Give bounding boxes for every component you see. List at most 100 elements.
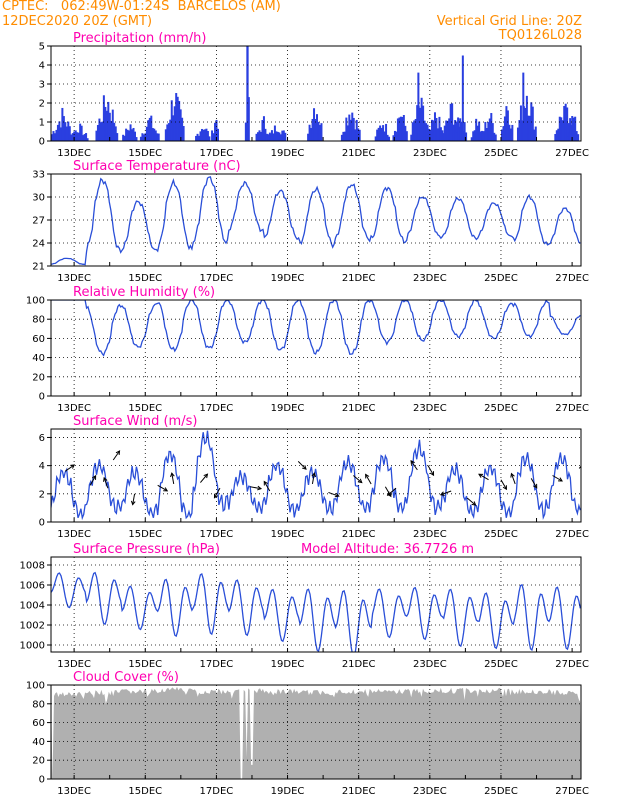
precip-bar xyxy=(278,132,281,141)
precip-bar xyxy=(454,132,457,141)
precip-bar xyxy=(393,130,396,141)
precip-bar xyxy=(139,136,142,141)
x-tick-label: 15DEC xyxy=(128,659,162,670)
precip-bar xyxy=(55,129,58,141)
precip-bar xyxy=(345,117,348,141)
wind-arrow xyxy=(311,472,317,485)
surface-temperature-grid xyxy=(51,174,581,266)
y-tick-label: 20 xyxy=(32,756,45,767)
precip-bar xyxy=(199,131,202,141)
x-tick-label: 13DEC xyxy=(57,148,91,159)
precip-bar xyxy=(151,127,154,141)
y-tick-label: 1 xyxy=(39,118,45,129)
precip-bar xyxy=(491,123,494,141)
x-tick-label: 21DEC xyxy=(342,529,376,540)
precip-bar xyxy=(340,134,343,141)
precip-bar xyxy=(558,116,561,141)
precip-bar xyxy=(452,124,455,141)
precip-bar xyxy=(71,135,74,141)
precip-bar xyxy=(114,126,117,141)
precip-bar xyxy=(420,97,423,141)
relative-humidity-data xyxy=(51,300,581,357)
precip-bar xyxy=(379,125,382,141)
precip-bar xyxy=(493,132,496,141)
precip-bar xyxy=(131,129,134,141)
precip-bar xyxy=(211,130,214,141)
surface-pressure-panel: Surface Pressure (hPa) Model Altitude: 36… xyxy=(20,542,589,670)
precip-bar xyxy=(70,134,73,141)
precip-bar xyxy=(528,115,531,141)
precip-bar xyxy=(413,120,416,141)
y-tick-label: 1004 xyxy=(20,601,45,612)
precip-bar xyxy=(399,116,402,141)
precip-bar xyxy=(561,120,564,141)
precip-bar xyxy=(267,135,270,141)
precip-bar xyxy=(432,120,435,141)
x-tick-label: 23DEC xyxy=(413,273,447,284)
x-tick-label: 23DEC xyxy=(413,148,447,159)
precip-bar xyxy=(247,97,250,141)
cloud-cover-title: Cloud Cover (%) xyxy=(73,670,179,685)
precip-bar xyxy=(472,131,475,141)
precip-bar xyxy=(129,124,132,141)
precip-bar xyxy=(133,131,136,141)
precip-bar xyxy=(382,125,385,141)
precip-bar xyxy=(113,122,116,141)
precip-bar xyxy=(257,132,260,141)
precip-bar xyxy=(195,135,198,141)
y-tick-label: 100 xyxy=(26,296,45,307)
precip-bar xyxy=(398,117,401,141)
wind-arrow xyxy=(103,476,109,489)
y-tick-label: 21 xyxy=(32,262,45,273)
y-tick-label: 60 xyxy=(32,718,45,729)
precip-bar xyxy=(348,114,351,141)
surface-wind-data xyxy=(51,430,581,521)
x-tick-label: 17DEC xyxy=(200,659,234,670)
precip-bar xyxy=(202,129,205,141)
precip-bar xyxy=(307,133,310,141)
y-tick-label: 40 xyxy=(32,737,45,748)
precip-bar xyxy=(560,117,563,141)
forecast-start-time: 12DEC2020 20Z (GMT) xyxy=(2,14,153,29)
y-tick-label: 1006 xyxy=(20,581,45,592)
wind-arrow xyxy=(157,484,169,492)
precip-bar xyxy=(107,101,110,141)
precip-bar xyxy=(148,117,151,141)
precip-bar xyxy=(476,125,479,141)
precip-bar xyxy=(428,131,431,141)
precip-bar xyxy=(258,130,261,141)
precip-bar xyxy=(58,121,61,141)
precip-bar xyxy=(401,116,404,141)
wind-arrow xyxy=(297,461,307,470)
wind-arrow xyxy=(410,459,418,471)
precip-bar xyxy=(308,124,311,141)
x-tick-label: 27DEC xyxy=(555,148,589,159)
wind-arrow xyxy=(89,474,97,486)
precip-bar xyxy=(262,116,265,141)
precip-bar xyxy=(59,127,62,141)
precip-bar xyxy=(200,128,203,141)
precip-bar xyxy=(457,128,460,141)
precip-bar xyxy=(86,138,89,141)
precip-bar xyxy=(154,130,157,141)
surface-wind-grid xyxy=(51,429,581,522)
y-tick-label: 1008 xyxy=(20,561,45,572)
precip-bar xyxy=(351,112,354,141)
precip-bar xyxy=(320,123,323,141)
precip-bar xyxy=(284,132,287,141)
precip-bar xyxy=(531,106,534,141)
x-tick-label: 17DEC xyxy=(200,273,234,284)
x-tick-label: 21DEC xyxy=(342,273,376,284)
precip-bar xyxy=(569,118,572,141)
precip-bar xyxy=(182,126,185,141)
precip-bar xyxy=(65,126,68,141)
precip-bar xyxy=(203,129,206,141)
precip-bar xyxy=(214,122,217,141)
precip-bar xyxy=(442,133,445,141)
x-tick-label: 23DEC xyxy=(413,403,447,414)
precip-bar xyxy=(508,124,511,141)
precip-bar xyxy=(563,106,566,141)
precip-bar xyxy=(132,127,135,141)
relative-humidity-panel: Relative Humidity (%) 0 20 40 60 80 100 13DEC 15… xyxy=(26,285,589,414)
precip-bar xyxy=(426,124,429,141)
